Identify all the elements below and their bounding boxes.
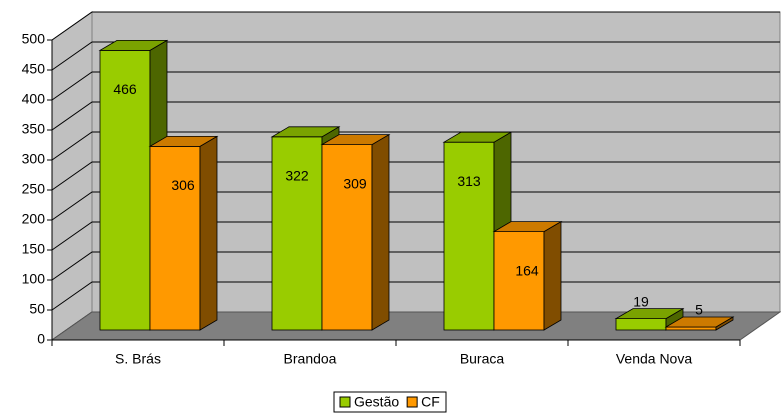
value-label: 309 [343,175,367,191]
legend: Gestão CF [333,391,447,413]
grid-line [51,101,780,131]
grid-line [51,11,780,41]
y-tick-label: 350 [22,121,46,137]
grid-line [51,71,780,101]
bar-top [442,131,513,143]
value-label: 19 [633,293,649,309]
value-label: 306 [171,177,195,193]
bar-side [543,220,562,331]
bar [321,144,373,331]
grid-line [51,161,780,191]
legend-swatch [339,396,351,408]
value-label: 466 [113,81,137,97]
x-tick-label: Brandoa [284,351,337,367]
y-tick-label: 450 [22,61,46,77]
bar-top [148,135,219,147]
bar-top [270,126,341,138]
bar-top [614,308,685,320]
bar [149,145,201,331]
bar-top [492,221,563,233]
value-label: 322 [285,168,309,184]
legend-label: CF [421,394,440,410]
x-tick-label: S. Brás [115,351,161,367]
value-label: 164 [515,262,539,278]
bar [271,136,323,331]
bar [665,326,717,331]
y-tick-label: 100 [22,271,46,287]
y-tick-label: 150 [22,241,46,257]
y-tick-label: 300 [22,151,46,167]
grid-line [51,191,780,221]
bar [615,318,667,331]
y-tick-label: 0 [37,331,45,347]
legend-box [333,391,447,413]
y-tick-label: 400 [22,91,46,107]
bar-side [371,133,390,331]
x-tick-label: Buraca [460,351,505,367]
bar-top [664,316,735,328]
bar-top [98,40,169,51]
value-label: 5 [695,302,703,318]
bar-top [320,134,391,146]
bar [443,141,495,331]
y-tick-label: 250 [22,181,46,197]
legend-swatch [406,396,418,408]
y-tick-label: 50 [29,301,45,317]
grid-line [51,131,780,161]
y-tick-label: 500 [22,31,46,47]
value-label: 313 [457,173,481,189]
legend-label: Gestão [354,394,399,410]
grid-line [51,41,780,71]
bar-side [199,135,218,331]
y-tick-label: 200 [22,211,46,227]
x-tick-label: Venda Nova [616,351,692,367]
bar [493,231,545,331]
